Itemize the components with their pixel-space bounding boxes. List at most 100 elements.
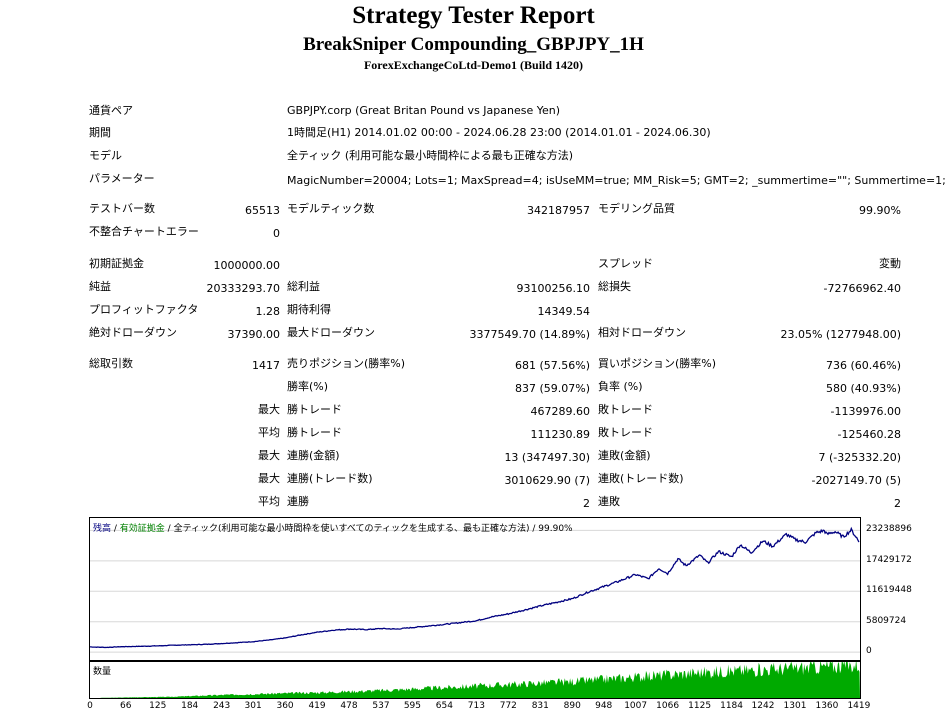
avg-loss-label: 敗トレード <box>598 426 653 439</box>
avg-consec-win-value: 2 <box>583 497 590 510</box>
x-tick-label: 1360 <box>815 701 839 711</box>
legend-sep-2: / <box>164 524 174 534</box>
avg-word-1: 平均 <box>258 426 280 439</box>
consec-lossamt-value: -2027149.70 (5) <box>811 474 901 487</box>
x-tick-label: 66 <box>120 701 132 711</box>
spread-label: スプレッド <box>598 257 653 270</box>
model-value: 全ティック (利用可能な最小時間枠による最も正確な方法) <box>287 149 574 162</box>
long-label: 買いポジション(勝率%) <box>598 357 717 370</box>
pf-label: プロフィットファクタ <box>89 303 199 316</box>
volume-label: 数量 <box>93 667 112 677</box>
largest-loss-value: -1139976.00 <box>830 405 901 418</box>
grossprofit-value: 93100256.10 <box>516 282 590 295</box>
consec-profit-value: 3010629.90 (7) <box>504 474 590 487</box>
x-tick-label: 0 <box>87 701 93 711</box>
win-value: 837 (59.07%) <box>514 382 590 395</box>
y-tick-label: 23238896 <box>866 524 912 535</box>
consec-loss-money-value: 7 (-325332.20) <box>818 451 901 464</box>
legend-balance: 残高 <box>93 524 112 534</box>
consec-loss-money-label: 連敗(金額) <box>598 449 651 462</box>
y-tick-label: 5809724 <box>866 615 907 626</box>
period-label: 期間 <box>89 126 111 139</box>
quality-value: 99.90% <box>859 204 901 217</box>
bars-value: 65513 <box>245 204 280 217</box>
legend-equity: 有効証拠金 <box>119 524 165 534</box>
legend-sep-3: / <box>529 524 539 534</box>
trades-value: 1417 <box>252 359 280 372</box>
maxdd-value: 3377549.70 (14.89%) <box>469 328 590 341</box>
grossloss-value: -72766962.40 <box>823 282 901 295</box>
x-tick-label: 654 <box>435 701 453 711</box>
largest-loss-label: 敗トレード <box>598 403 653 416</box>
consec-win-money-label: 連勝(金額) <box>287 449 340 462</box>
mismatch-value: 0 <box>273 227 280 240</box>
x-tick-label: 772 <box>499 701 517 711</box>
short-value: 681 (57.56%) <box>514 359 590 372</box>
largest-win-value: 467289.60 <box>530 405 591 418</box>
x-tick-label: 360 <box>276 701 294 711</box>
report-title: Strategy Tester Report <box>352 2 595 29</box>
series-line-balance <box>90 526 860 649</box>
mismatch-label: 不整合チャートエラー <box>89 225 199 238</box>
quality-label: モデリング品質 <box>598 202 675 215</box>
bars-label: テストバー数 <box>89 202 155 215</box>
x-tick-label: 595 <box>403 701 421 711</box>
model-label: モデル <box>89 149 122 162</box>
consec-lossamt-label: 連敗(トレード数) <box>598 472 684 485</box>
avg-consec-win-label: 連勝 <box>287 495 309 508</box>
netprofit-value: 20333293.70 <box>206 282 280 295</box>
x-tick-label: 1301 <box>783 701 807 711</box>
period-value: 1時間足(H1) 2014.01.02 00:00 - 2024.06.28 2… <box>287 126 711 139</box>
avg-word-2: 平均 <box>258 495 280 508</box>
balance-chart: 残高 / 有効証拠金 / 全ティック(利用可能な最小時間枠を使いすべてのティック… <box>89 517 861 661</box>
avg-win-value: 111230.89 <box>530 428 591 441</box>
x-tick-label: 890 <box>563 701 581 711</box>
absdd-label: 絶対ドローダウン <box>89 326 177 339</box>
legend-model: 全ティック(利用可能な最小時間枠を使いすべてのティックを生成する、最も正確な方法… <box>173 524 530 534</box>
x-tick-label: 301 <box>244 701 262 711</box>
netprofit-label: 純益 <box>89 280 111 293</box>
expected-label: 期待利得 <box>287 303 331 316</box>
avg-win-label: 勝トレード <box>287 426 342 439</box>
y-tick-label: 17429172 <box>866 554 912 565</box>
loss-label: 負率 (%) <box>598 380 643 393</box>
volume-area <box>90 657 860 698</box>
avg-consec-loss-label: 連敗 <box>598 495 620 508</box>
chart-legend: 残高 / 有効証拠金 / 全ティック(利用可能な最小時間枠を使いすべてのティック… <box>93 521 573 534</box>
long-value: 736 (60.46%) <box>825 359 901 372</box>
expected-value: 14349.54 <box>537 305 591 318</box>
volume-chart: 数量 <box>89 657 861 699</box>
consec-profit-label: 連勝(トレード数) <box>287 472 373 485</box>
short-label: 売りポジション(勝率%) <box>287 357 406 370</box>
absdd-value: 37390.00 <box>227 328 281 341</box>
legend-sep-1: / <box>111 524 120 534</box>
ticks-value: 342187957 <box>527 204 590 217</box>
x-tick-label: 125 <box>149 701 167 711</box>
x-tick-label: 243 <box>213 701 231 711</box>
symbol-value: GBPJPY.corp (Great Britan Pound vs Japan… <box>287 104 561 117</box>
report-subtitle: BreakSniper Compounding_GBPJPY_1H <box>303 34 644 55</box>
trades-label: 総取引数 <box>89 357 133 370</box>
spread-value: 変動 <box>879 257 901 270</box>
x-tick-label: 713 <box>467 701 485 711</box>
x-tick-label: 948 <box>595 701 613 711</box>
win-label: 勝率(%) <box>287 380 329 393</box>
grossloss-label: 総損失 <box>598 280 631 293</box>
x-tick-label: 184 <box>181 701 199 711</box>
x-tick-label: 1007 <box>624 701 648 711</box>
report-build: ForexExchangeCoLtd-Demo1 (Build 1420) <box>363 58 584 72</box>
avg-consec-loss-value: 2 <box>894 497 901 510</box>
avg-loss-value: -125460.28 <box>837 428 901 441</box>
legend-quality: 99.90% <box>538 524 573 534</box>
x-tick-label: 1066 <box>656 701 680 711</box>
volume-chart-svg <box>90 657 860 698</box>
consec-win-money-value: 13 (347497.30) <box>504 451 590 464</box>
x-tick-label: 1125 <box>688 701 712 711</box>
pf-value: 1.28 <box>255 305 281 318</box>
x-tick-label: 1242 <box>751 701 775 711</box>
x-tick-label: 419 <box>308 701 326 711</box>
x-tick-label: 831 <box>531 701 549 711</box>
params-label: パラメーター <box>89 172 155 185</box>
y-tick-label: 0 <box>866 646 872 657</box>
x-tick-label: 537 <box>372 701 390 711</box>
